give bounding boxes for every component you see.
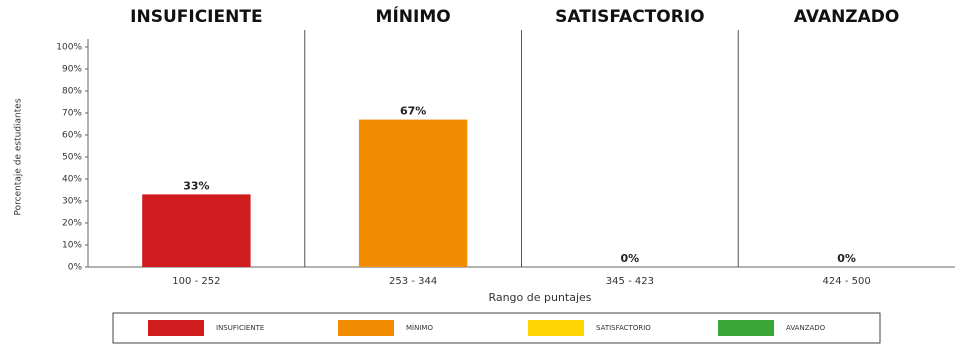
x-axis-label: Rango de puntajes [488,291,591,304]
legend-label: AVANZADO [786,324,826,332]
y-tick-label: 0% [68,263,83,273]
y-tick-label: 20% [62,219,82,229]
y-axis-label: Porcentaje de estudiantes [14,98,24,215]
y-tick-label: 90% [62,65,82,75]
y-tick-label: 70% [62,109,82,119]
value-label: 0% [621,252,640,265]
level-header: SATISFACTORIO [555,7,704,27]
legend-label: SATISFACTORIO [596,324,651,332]
value-label: 0% [837,252,856,265]
y-tick-label: 100% [56,43,82,53]
y-tick-label: 40% [62,175,82,185]
y-tick-label: 60% [62,131,82,141]
legend-box [112,312,881,344]
y-tick-label: 10% [62,241,82,251]
value-label: 67% [400,105,426,118]
legend-swatch [338,320,394,336]
level-header: AVANZADO [794,7,899,27]
legend-label: INSUFICIENTE [216,324,264,332]
y-tick-label: 50% [62,153,82,163]
y-tick-label: 80% [62,87,82,97]
bar [358,119,468,267]
x-tick-label: 424 - 500 [823,276,871,287]
legend-label: MÍNIMO [406,323,433,332]
x-tick-label: 253 - 344 [389,276,437,287]
bar [142,194,251,267]
level-header: INSUFICIENTE [130,7,262,27]
legend-swatch [148,320,204,336]
x-tick-label: 100 - 252 [172,276,220,287]
value-label: 33% [183,179,209,192]
x-tick-label: 345 - 423 [606,276,654,287]
level-header: MÍNIMO [376,5,451,27]
legend-swatch [718,320,774,336]
legend-swatch [528,320,584,336]
y-tick-label: 30% [62,197,82,207]
